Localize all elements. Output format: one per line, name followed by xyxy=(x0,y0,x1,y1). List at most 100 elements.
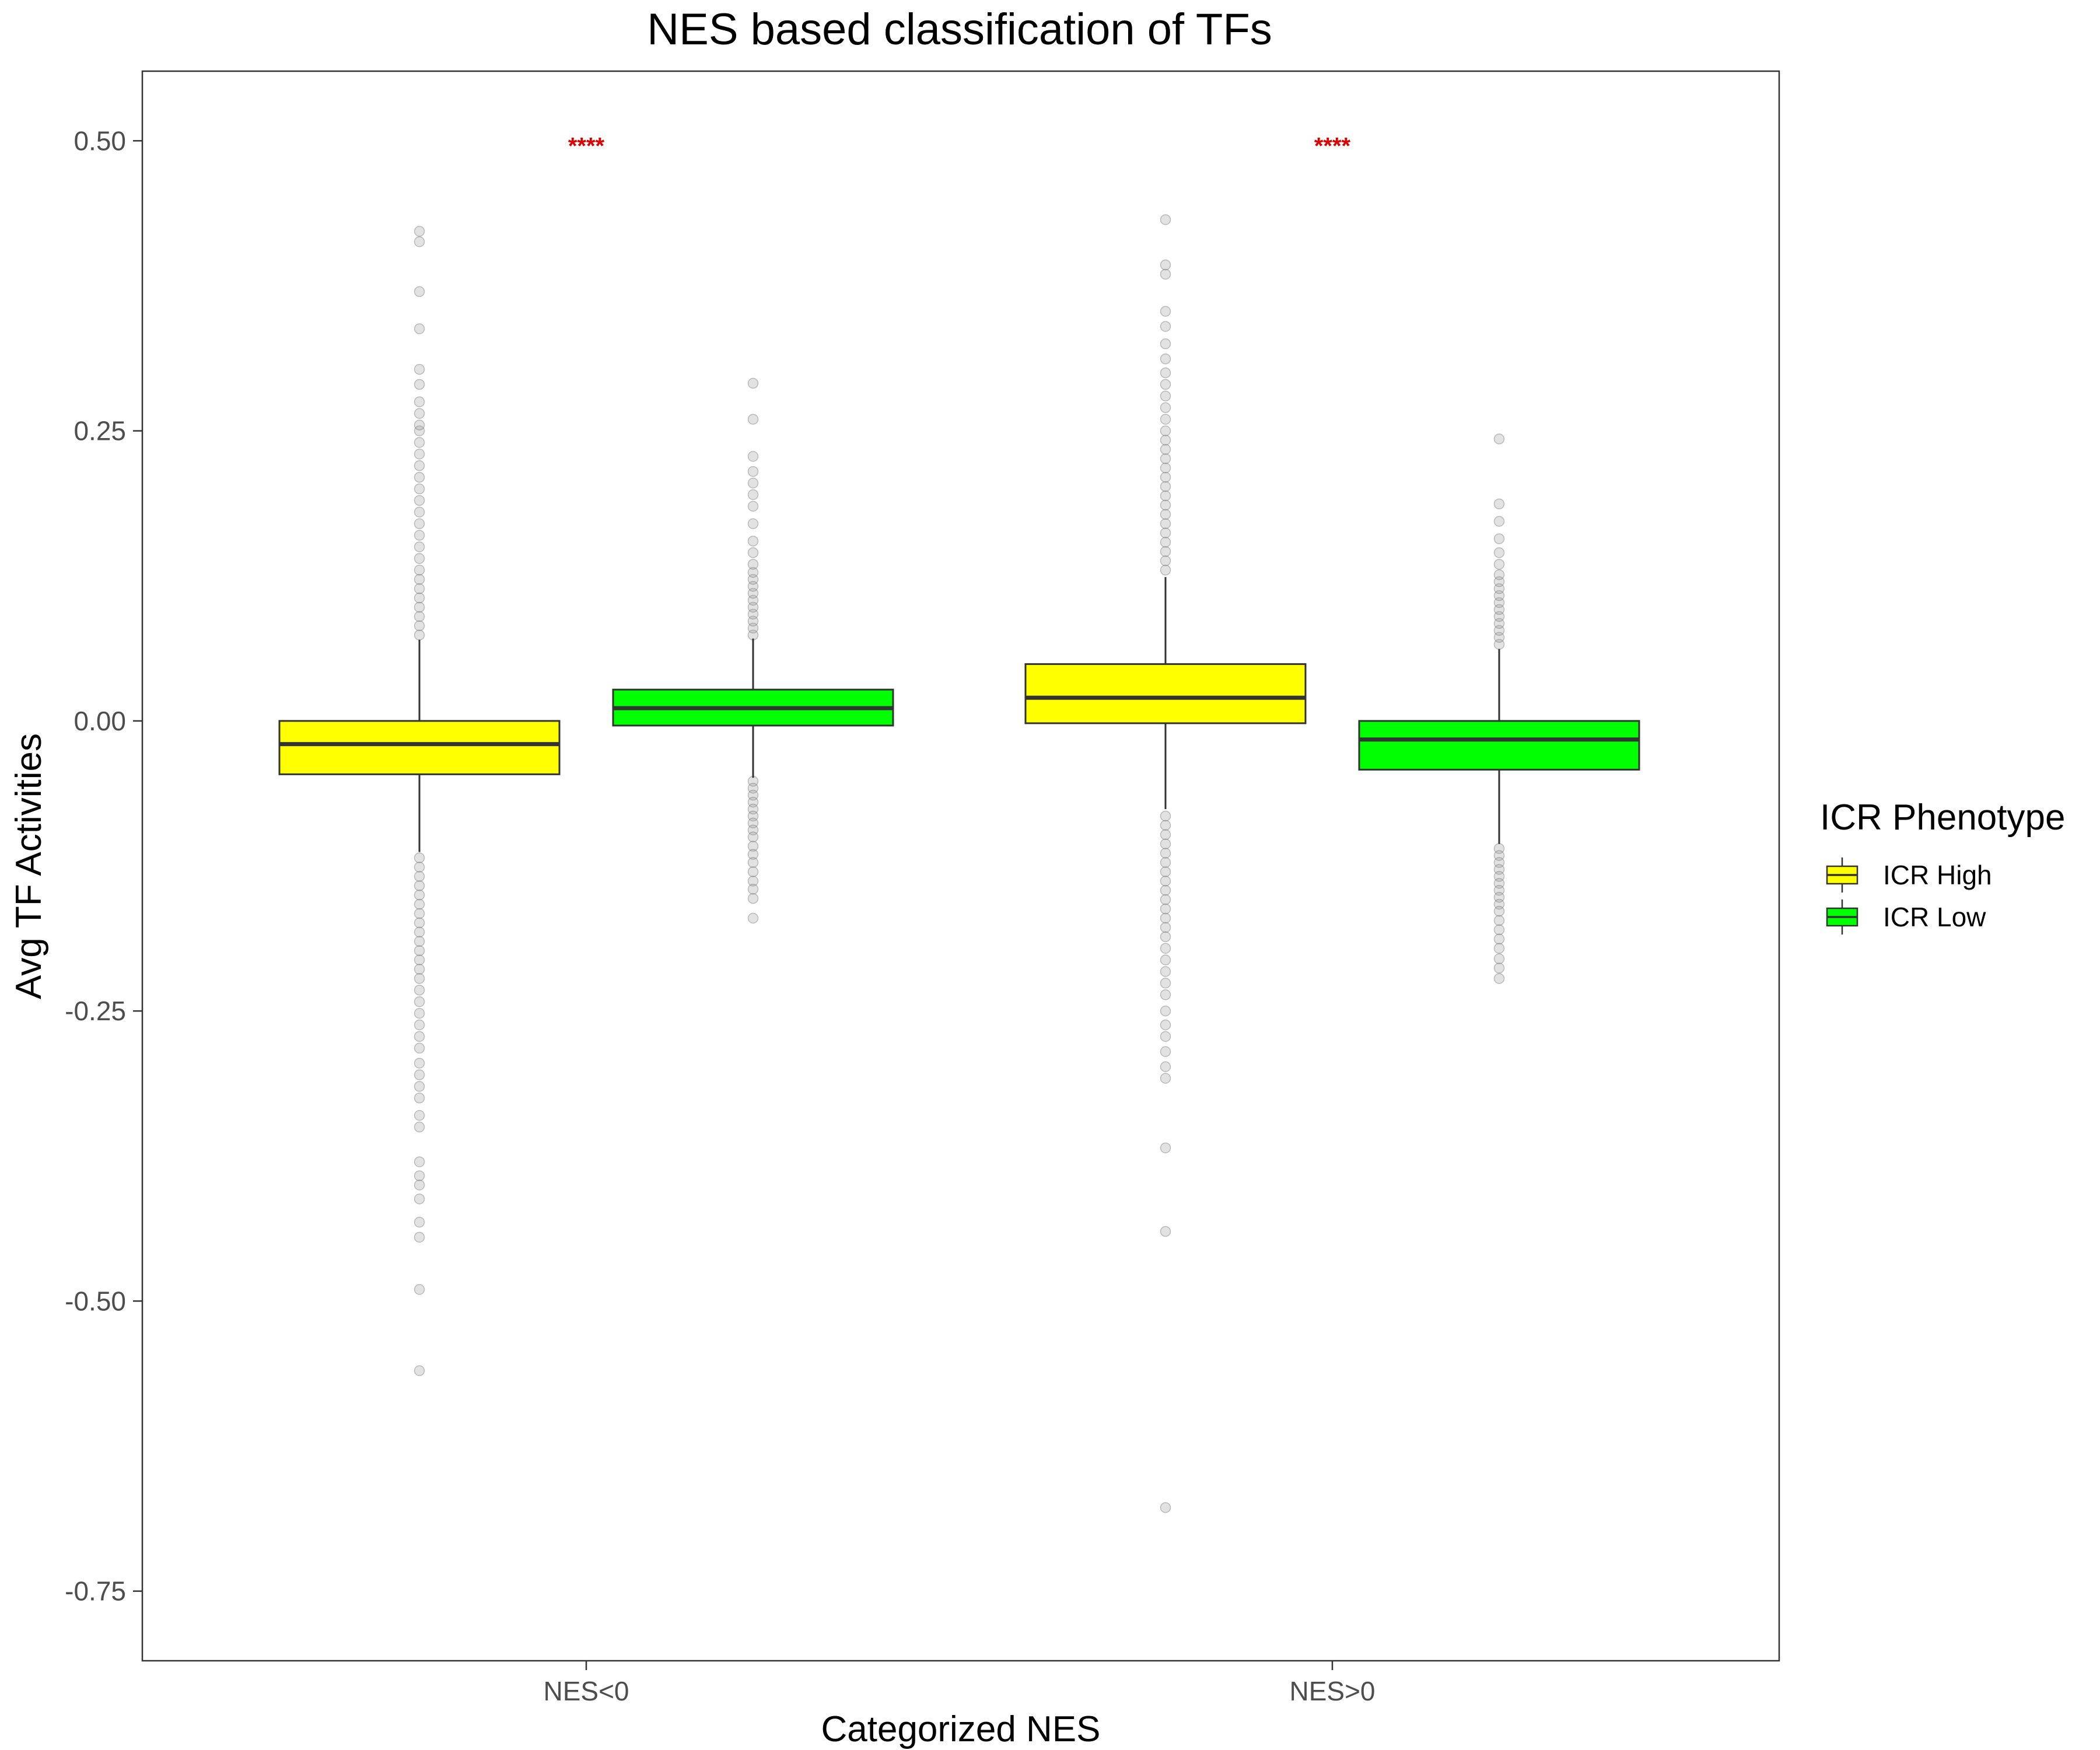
outlier-point xyxy=(1160,848,1171,859)
outlier-point xyxy=(1160,885,1171,896)
outlier-point xyxy=(747,803,759,815)
outlier-point xyxy=(414,226,425,237)
x-tick-label: NES<0 xyxy=(543,1676,629,1706)
outlier-point xyxy=(747,567,759,578)
outlier-point xyxy=(1160,499,1171,511)
outlier-point xyxy=(747,622,759,634)
outlier-point xyxy=(747,477,759,489)
outlier-point xyxy=(1160,537,1171,548)
outlier-point xyxy=(1160,1226,1171,1237)
outlier-point xyxy=(1160,1019,1171,1031)
outlier-point xyxy=(747,810,759,822)
outlier-point xyxy=(1493,569,1505,580)
outlier-point xyxy=(1160,894,1171,905)
outlier-point xyxy=(1160,810,1171,822)
legend: ICR Phenotype ICR High ICR Low xyxy=(1820,797,2065,935)
outlier-point xyxy=(1160,444,1171,455)
outlier-layer xyxy=(414,214,1505,1513)
outlier-point xyxy=(1160,966,1171,977)
outlier-point xyxy=(414,889,425,901)
outlier-point xyxy=(414,629,425,640)
outlier-point xyxy=(1493,611,1505,622)
outlier-point xyxy=(1160,471,1171,483)
outlier-point xyxy=(1160,1073,1171,1084)
outlier-point xyxy=(747,547,759,558)
y-tick-label: -0.25 xyxy=(65,996,126,1026)
outlier-point xyxy=(747,489,759,501)
outlier-point xyxy=(1493,905,1505,917)
outlier-point xyxy=(414,1170,425,1181)
outlier-point xyxy=(1160,321,1171,332)
outlier-point xyxy=(747,849,759,860)
outlier-point xyxy=(1160,857,1171,868)
outlier-point xyxy=(414,530,425,541)
outlier-point xyxy=(1493,915,1505,926)
x-tick-label: NES>0 xyxy=(1289,1676,1375,1706)
outlier-point xyxy=(747,789,759,801)
outlier-point xyxy=(747,892,759,904)
outlier-point xyxy=(414,964,425,975)
outlier-point xyxy=(414,1031,425,1042)
outlier-point xyxy=(747,796,759,808)
outlier-point xyxy=(414,419,425,430)
outlier-point xyxy=(747,857,759,868)
outlier-point xyxy=(414,852,425,863)
outlier-point xyxy=(1493,498,1505,510)
y-axis: -0.75 -0.50 -0.25 0.00 0.25 0.50 xyxy=(65,125,142,1606)
outlier-point xyxy=(747,912,759,924)
outlier-point xyxy=(1493,871,1505,882)
outlier-point xyxy=(1493,864,1505,875)
outlier-point xyxy=(747,587,759,599)
outlier-point xyxy=(1160,954,1171,965)
outlier-point xyxy=(1160,518,1171,529)
outlier-point xyxy=(1160,354,1171,365)
outlier-point xyxy=(414,541,425,552)
outlier-point xyxy=(1160,490,1171,502)
outlier-point xyxy=(1160,989,1171,1000)
y-tick-label: 0.25 xyxy=(74,416,126,446)
outlier-point xyxy=(1493,583,1505,594)
outlier-point xyxy=(1160,1061,1171,1072)
outlier-point xyxy=(1160,1046,1171,1057)
box-iqr xyxy=(1358,720,1640,771)
outlier-point xyxy=(747,782,759,794)
outlier-point xyxy=(1493,576,1505,587)
box-iqr xyxy=(1024,663,1307,724)
y-tick-label: -0.50 xyxy=(65,1286,126,1316)
outlier-point xyxy=(414,871,425,882)
legend-item-icr-high: ICR High xyxy=(1826,858,1992,892)
outlier-point xyxy=(414,1365,425,1376)
outlier-point xyxy=(1493,891,1505,903)
outlier-point xyxy=(1493,547,1505,558)
outlier-point xyxy=(1493,850,1505,861)
outlier-point xyxy=(1160,463,1171,474)
plot-panel xyxy=(141,70,1780,1662)
outlier-point xyxy=(1493,933,1505,945)
outlier-point xyxy=(414,611,425,622)
outlier-point xyxy=(1493,590,1505,601)
outlier-point xyxy=(414,363,425,375)
x-axis: NES<0 NES>0 xyxy=(543,1661,1376,1706)
outlier-point xyxy=(1493,559,1505,570)
outlier-point xyxy=(747,451,759,462)
y-tick-label: 0.00 xyxy=(74,706,126,736)
outlier-point xyxy=(1160,259,1171,271)
significance-layer: **** **** xyxy=(568,133,1351,159)
outlier-point xyxy=(1160,527,1171,538)
outlier-point xyxy=(414,954,425,965)
outlier-point xyxy=(414,408,425,419)
outlier-point xyxy=(414,495,425,506)
outlier-point xyxy=(414,917,425,929)
outlier-point xyxy=(414,908,425,919)
outlier-point xyxy=(414,996,425,1007)
outlier-point xyxy=(414,583,425,594)
y-tick-label: -0.75 xyxy=(65,1576,126,1606)
outlier-point xyxy=(414,1216,425,1228)
outlier-point xyxy=(747,601,759,613)
outlier-point xyxy=(414,926,425,938)
outlier-point xyxy=(1160,1031,1171,1042)
outlier-point xyxy=(747,559,759,570)
outlier-point xyxy=(1160,367,1171,379)
outlier-point xyxy=(747,615,759,627)
outlier-point xyxy=(414,286,425,298)
